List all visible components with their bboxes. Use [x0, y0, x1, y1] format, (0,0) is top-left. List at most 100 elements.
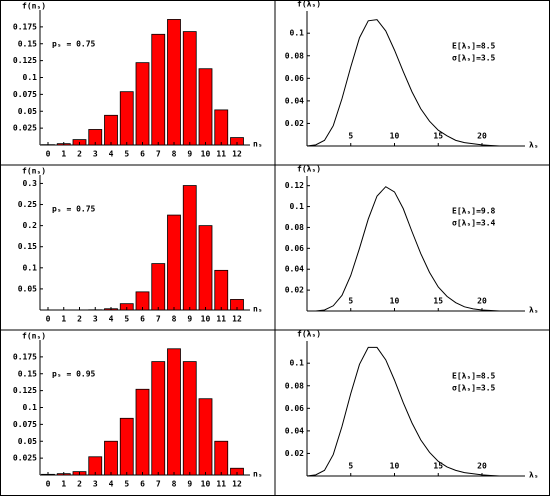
annotation: σ[λₛ]=3.5: [452, 384, 496, 393]
y-tick-label: 0.05: [18, 437, 37, 446]
y-tick-label: 0.05: [18, 107, 37, 116]
x-axis-label: nₛ: [253, 470, 263, 479]
bar: [198, 225, 213, 311]
y-tick-label: 0.1: [23, 403, 38, 412]
bar: [167, 19, 181, 146]
bar: [182, 31, 197, 146]
y-tick-label: 0.06: [285, 404, 304, 413]
x-tick-label: 2: [77, 480, 82, 489]
x-tick-label: 10: [201, 315, 211, 324]
x-tick-label: 11: [216, 150, 226, 159]
panel: 0.02 0.04 0.06 0.08 0.1 5 10 15 20 λₛ f(λₛ) E[λₛ]=8…: [285, 0, 539, 150]
bar: [214, 269, 229, 311]
y-tick-label: 0.08: [285, 51, 304, 60]
x-tick-label: 6: [140, 315, 145, 324]
curve: [306, 346, 517, 477]
curve: [307, 186, 517, 312]
x-tick-label: 5: [124, 315, 129, 324]
annotation: σ[λₛ]=3.5: [452, 54, 496, 63]
annotation: pₛ = 0.95: [52, 370, 96, 379]
y-tick-label: 0.1: [290, 202, 305, 211]
x-tick-label: 4: [109, 480, 114, 489]
y-tick-label: 0.04: [285, 426, 304, 435]
y-axis-label: f(λₛ): [297, 330, 321, 339]
bar: [182, 361, 197, 476]
x-tick-label: 2: [77, 315, 82, 324]
x-axis-label: λₛ: [529, 471, 539, 480]
x-axis-label: λₛ: [529, 306, 539, 315]
bar: [214, 109, 229, 146]
x-tick-label: 12: [232, 480, 242, 489]
x-tick-label: 0: [46, 150, 51, 159]
x-tick-label: 10: [201, 150, 211, 159]
y-tick-label: 0.1: [290, 359, 305, 368]
x-tick-label: 5: [348, 132, 353, 141]
y-tick-label: 0.02: [285, 286, 304, 295]
x-tick-label: 7: [156, 315, 161, 324]
x-tick-label: 10: [201, 480, 211, 489]
bar: [198, 398, 213, 476]
x-tick-label: 12: [232, 150, 242, 159]
annotation: σ[λₛ]=3.4: [452, 219, 496, 228]
x-tick-label: 9: [187, 480, 192, 489]
bar: [214, 440, 229, 476]
y-tick-label: 0.08: [285, 223, 304, 232]
x-tick-label: 3: [93, 150, 98, 159]
annotation: E[λₛ]=9.8: [452, 207, 496, 216]
x-axis-label: nₛ: [253, 140, 263, 149]
y-tick-label: 0.02: [285, 449, 304, 458]
y-tick-label: 0.15: [18, 369, 37, 378]
bar: [151, 361, 166, 476]
annotation: E[λₛ]=8.5: [452, 42, 496, 51]
y-tick-label: 0.175: [13, 22, 37, 31]
x-tick-label: 10: [390, 297, 400, 306]
x-tick-label: 5: [124, 150, 129, 159]
y-tick-label: 0.15: [18, 39, 37, 48]
x-tick-label: 6: [140, 150, 145, 159]
x-tick-label: 4: [109, 315, 114, 324]
y-tick-label: 0.075: [13, 90, 37, 99]
y-tick-label: 0.1: [290, 29, 305, 38]
y-axis-label: f(nₛ): [22, 167, 46, 176]
bar: [135, 388, 150, 476]
y-tick-label: 0.05: [18, 284, 37, 293]
bar: [104, 440, 118, 476]
y-tick-label: 0.06: [285, 244, 304, 253]
bar: [182, 185, 197, 311]
y-tick-label: 0.125: [13, 386, 37, 395]
x-tick-label: 1: [61, 315, 66, 324]
y-tick-label: 0.075: [13, 420, 37, 429]
bar: [198, 68, 213, 146]
bar: [151, 33, 166, 146]
y-tick-label: 0.25: [18, 200, 37, 209]
y-axis-label: f(nₛ): [22, 332, 46, 341]
x-tick-label: 0: [46, 315, 51, 324]
x-tick-label: 20: [477, 132, 487, 141]
bar: [167, 214, 181, 311]
y-tick-label: 0.1: [23, 73, 38, 82]
x-tick-label: 20: [477, 462, 487, 471]
y-tick-label: 0.12: [285, 181, 304, 190]
x-tick-label: 10: [390, 462, 400, 471]
x-tick-label: 7: [156, 150, 161, 159]
y-tick-label: 0.025: [13, 454, 37, 463]
bar: [104, 114, 118, 146]
y-tick-label: 0.06: [285, 74, 304, 83]
x-tick-label: 3: [93, 315, 98, 324]
x-tick-label: 5: [348, 297, 353, 306]
x-tick-label: 0: [46, 480, 51, 489]
y-axis-label: f(nₛ): [22, 2, 46, 11]
x-tick-label: 15: [433, 132, 443, 141]
bar: [151, 263, 166, 311]
y-tick-label: 0.025: [13, 124, 37, 133]
x-tick-label: 6: [140, 480, 145, 489]
y-tick-label: 0.15: [18, 242, 37, 251]
y-tick-label: 0.04: [285, 96, 304, 105]
x-tick-label: 11: [216, 315, 226, 324]
panel: 0.02 0.04 0.06 0.08 0.1 5 10 15 20 λₛ f(λₛ) E[λₛ]=8…: [285, 330, 539, 480]
x-tick-label: 2: [77, 150, 82, 159]
x-tick-label: 8: [172, 315, 177, 324]
y-tick-label: 0.2: [23, 221, 38, 230]
y-tick-label: 0.3: [23, 179, 38, 188]
